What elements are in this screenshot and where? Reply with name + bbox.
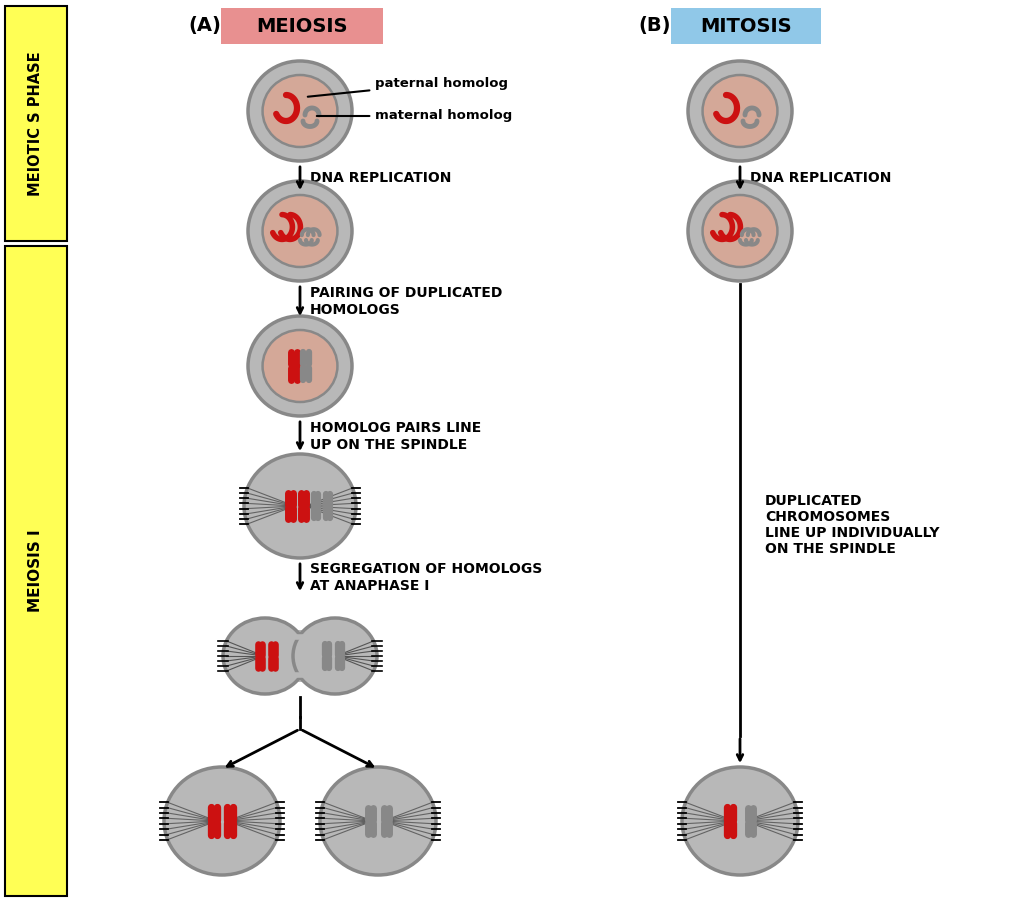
Text: maternal homolog: maternal homolog [316, 110, 512, 123]
Text: MEIOSIS: MEIOSIS [256, 16, 348, 35]
Ellipse shape [223, 618, 307, 694]
Text: MITOSIS: MITOSIS [700, 16, 792, 35]
Ellipse shape [682, 767, 798, 875]
Text: DNA REPLICATION: DNA REPLICATION [310, 171, 452, 186]
Text: (A): (A) [188, 16, 221, 35]
Ellipse shape [702, 75, 777, 147]
Text: DNA REPLICATION: DNA REPLICATION [750, 171, 891, 186]
Ellipse shape [262, 75, 338, 147]
Text: SEGREGATION OF HOMOLOGS
AT ANAPHASE I: SEGREGATION OF HOMOLOGS AT ANAPHASE I [310, 562, 543, 593]
Text: MEIOTIC S PHASE: MEIOTIC S PHASE [29, 51, 43, 196]
Text: PAIRING OF DUPLICATED
HOMOLOGS: PAIRING OF DUPLICATED HOMOLOGS [310, 287, 503, 316]
Ellipse shape [293, 618, 377, 694]
Ellipse shape [262, 195, 338, 267]
Ellipse shape [262, 330, 338, 402]
Ellipse shape [702, 195, 777, 267]
FancyBboxPatch shape [252, 630, 348, 682]
Bar [5, 246, 67, 896]
Ellipse shape [688, 61, 792, 161]
Ellipse shape [244, 454, 356, 558]
Ellipse shape [164, 767, 280, 875]
Ellipse shape [319, 767, 436, 875]
Text: (B): (B) [639, 16, 672, 35]
Ellipse shape [248, 181, 352, 281]
Bar [5, 6, 67, 241]
Text: MEIOSIS I: MEIOSIS I [29, 530, 43, 613]
Ellipse shape [248, 316, 352, 416]
FancyBboxPatch shape [221, 8, 383, 44]
Text: HOMOLOG PAIRS LINE
UP ON THE SPINDLE: HOMOLOG PAIRS LINE UP ON THE SPINDLE [310, 422, 481, 451]
Ellipse shape [688, 181, 792, 281]
Ellipse shape [248, 61, 352, 161]
FancyBboxPatch shape [671, 8, 821, 44]
Text: paternal homolog: paternal homolog [308, 77, 508, 96]
Text: DUPLICATED
CHROMOSOMES
LINE UP INDIVIDUALLY
ON THE SPINDLE: DUPLICATED CHROMOSOMES LINE UP INDIVIDUA… [765, 494, 939, 556]
